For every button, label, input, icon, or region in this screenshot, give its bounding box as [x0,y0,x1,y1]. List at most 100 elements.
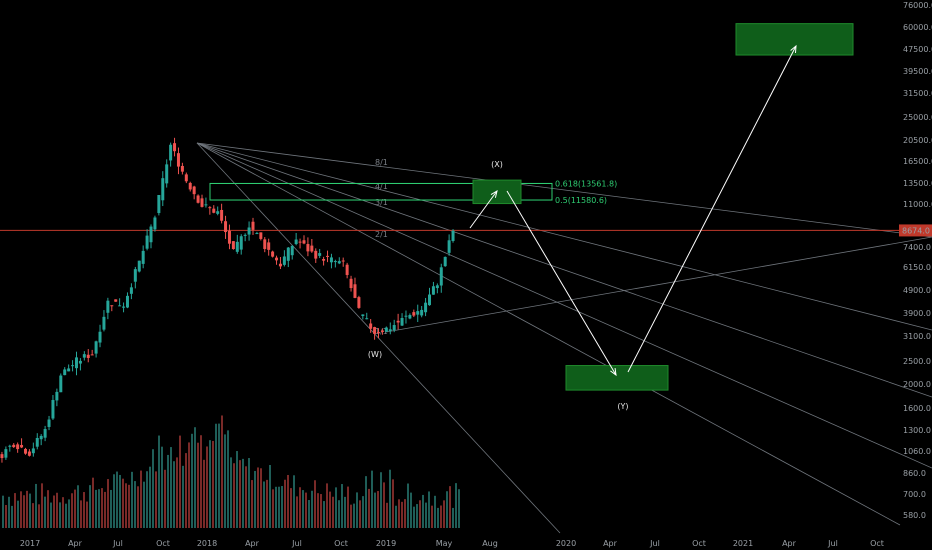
candle-body [302,240,306,244]
volume-bar [80,500,82,528]
volume-bar [440,505,442,528]
volume-bar [452,507,454,528]
x-tick-label: 2021 [733,539,753,548]
x-tick-label: Oct [334,539,348,548]
candle-body [216,211,220,214]
candle-body [43,429,47,438]
volume-bar [305,492,307,528]
wave-label: (W) [368,350,382,359]
candle-body [404,315,408,317]
volume-bar [170,447,172,528]
volume-bar [191,433,193,528]
volume-bar [299,487,301,528]
gann-fan-line [196,142,932,469]
volume-bar [104,491,106,528]
volume-bar [68,499,70,528]
candle-body [278,263,282,267]
candle-body [12,444,16,448]
volume-bar [17,500,19,528]
volume-bar [269,465,271,528]
candle-body [310,245,314,252]
y-tick-label: 13500.0 [903,179,932,188]
volume-bar [209,440,211,528]
candle-body [247,227,251,235]
candle-body [55,391,59,401]
candle-body [235,241,239,252]
volume-bar [242,458,244,528]
candle-body [400,318,404,326]
candle-body [35,437,39,447]
volume-bar [320,494,322,528]
wave-label: (X) [491,160,503,169]
candle-body [27,451,31,456]
volume-bar [179,435,181,528]
candle-body [408,315,412,319]
volume-bar [413,506,415,528]
volume-bar [92,477,94,528]
candle-body [161,178,165,201]
volume-bar [374,492,376,528]
volume-bar [146,471,148,528]
candle-body [322,259,326,261]
candle-body [8,445,12,447]
volume-bar [272,489,274,528]
volume-bar [185,453,187,528]
candle-body [188,182,192,190]
volume-bar [458,489,460,528]
volume-bar [188,442,190,528]
y-tick-label: 1600.0 [903,404,931,413]
candle-body [286,247,290,261]
x-tick-label: Aug [482,539,498,548]
gann-fan-line [196,142,932,398]
candle-body [380,330,384,332]
arrow-head [790,44,797,54]
volume-bar [176,457,178,528]
target-zone [735,23,854,56]
candle-body [392,325,396,331]
volume-bar [419,500,421,528]
candle-body [255,233,259,235]
candle-body [184,174,188,182]
volume-bar [245,466,247,528]
volume-bar [395,505,397,528]
candle-body [192,186,196,195]
candle-body [102,316,106,330]
target-zone [565,365,669,391]
volume-bar [44,496,46,528]
x-tick-label: Apr [245,539,260,548]
volume-bar [266,479,268,528]
candle-body [384,327,388,332]
y-tick-label: 39500.0 [903,67,932,76]
candle-body [176,153,180,167]
volume-bar [437,507,439,528]
volume-bar [71,493,73,528]
candle-body [361,314,365,316]
volume-bar [143,481,145,528]
volume-bar [155,471,157,528]
candle-body [196,195,200,203]
volume-bar [356,492,358,528]
volume-bar [221,415,223,528]
volume-bar [14,493,16,528]
y-tick-label: 25000.0 [903,113,932,122]
candle-body [82,354,86,358]
fib-level-label: 0.618(13561.8) [555,179,617,188]
volume-bar [254,470,256,528]
volume-bar [278,486,280,528]
candle-body [243,234,247,236]
volume-bar [290,488,292,528]
candle-body [220,209,224,221]
candle-body [333,261,337,263]
candle-body [290,245,294,256]
volume-bar [74,489,76,528]
candle-body [4,449,8,458]
candle-body [212,208,216,213]
volume-bar [230,457,232,528]
y-tick-label: 3900.0 [903,309,931,318]
candle-body [16,444,20,450]
volume-bar [257,467,259,528]
x-tick-label: 2017 [20,539,40,548]
candle-body [447,240,451,253]
candle-body [47,419,51,427]
